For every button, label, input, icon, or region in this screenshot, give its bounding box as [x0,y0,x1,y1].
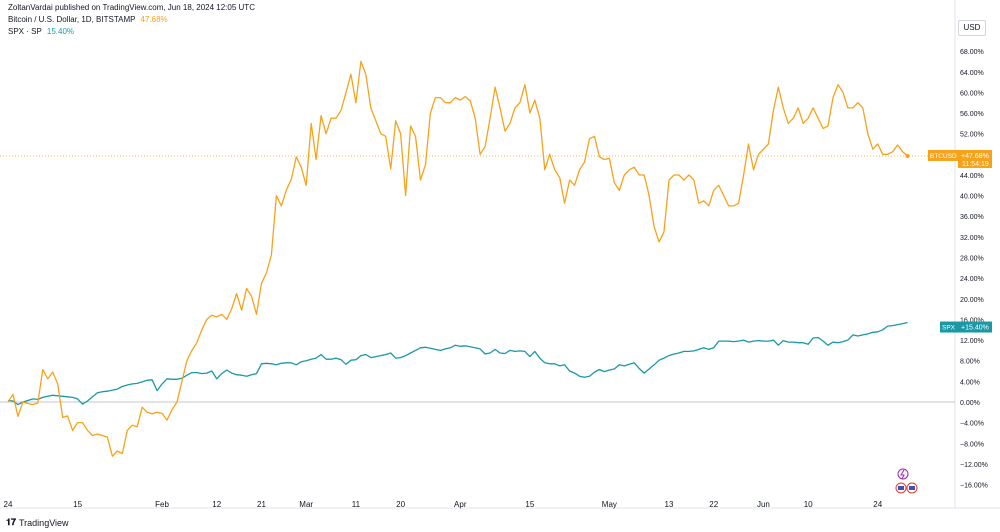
y-tick-label: −8.00% [960,441,984,448]
x-tick-label: 21 [257,500,266,509]
tradingview-footer[interactable]: 𝟏𝟕 TradingView [6,517,69,528]
y-tick-label: 4.00% [960,379,980,386]
legend-spx-value: 15.40% [46,27,75,36]
legend-btc-label: Bitcoin / U.S. Dollar, 1D, BITSTAMP [8,15,136,24]
chart-legend: ZoltanVardai published on TradingView.co… [8,2,255,38]
x-tick-label: 24 [873,500,882,509]
flag-glyph-icon [909,486,915,490]
x-tick-label: 22 [709,500,718,509]
btc-price-badge: BTCUSD +47.68%11:54:19 [928,149,992,168]
btc-last-point [905,153,910,158]
y-tick-label: −12.00% [960,462,988,469]
legend-spx-label: SPX · SP [8,27,42,36]
x-tick-label: Jun [757,500,770,509]
y-tick-label: 52.00% [960,132,984,139]
y-tick-label: 56.00% [960,111,984,118]
y-tick-label: 36.00% [960,214,984,221]
y-tick-label: 8.00% [960,359,980,366]
y-tick-label: 28.00% [960,256,984,263]
spx-series-line[interactable] [7,321,908,406]
y-tick-label: 24.00% [960,276,984,283]
x-tick-label: May [602,500,617,509]
y-tick-label: 12.00% [960,338,984,345]
x-tick-label: 13 [665,500,674,509]
x-tick-label: 15 [525,500,534,509]
y-tick-label: 0.00% [960,400,980,407]
event-lightning-icon[interactable] [897,468,909,480]
y-tick-label: 64.00% [960,70,984,77]
y-tick-label: −4.00% [960,421,984,428]
y-tick-label: 40.00% [960,194,984,201]
x-tick-label: 12 [212,500,221,509]
btc-series-line[interactable] [7,60,909,457]
spx-price-badge: SPX +15.40% [940,321,992,333]
y-tick-label: 68.00% [960,49,984,56]
legend-btc[interactable]: Bitcoin / U.S. Dollar, 1D, BITSTAMP 47.6… [8,14,255,26]
y-tick-label: 20.00% [960,297,984,304]
y-tick-label: 32.00% [960,235,984,242]
legend-btc-value: 47.68% [140,15,168,24]
x-tick-label: 24 [4,500,13,509]
x-tick-label: 11 [352,500,361,509]
tradingview-brand: TradingView [19,517,69,528]
publisher-line: ZoltanVardai published on TradingView.co… [8,3,255,12]
y-tick-label: 60.00% [960,90,984,97]
spx-pct-badge: +15.40% [961,325,989,332]
x-tick-label: Apr [454,500,467,509]
x-tick-label: 20 [396,500,405,509]
x-tick-label: 10 [804,500,813,509]
y-tick-label: 44.00% [960,173,984,180]
spx-symbol-badge: SPX [942,325,956,332]
btc-timer-badge: 11:54:19 [962,161,989,168]
btc-symbol-badge: BTCUSD [930,153,957,160]
x-tick-label: Mar [299,500,313,509]
btc-pct-badge: +47.68% [961,153,989,160]
currency-button[interactable]: USD [958,20,986,36]
tradingview-logo-icon: 𝟏𝟕 [6,517,17,527]
y-tick-label: 16.00% [960,317,984,324]
flag-glyph-icon [898,486,904,490]
legend-spx[interactable]: SPX · SP 15.40% [8,26,255,38]
lightning-glyph-icon [900,469,905,480]
x-tick-label: 15 [73,500,82,509]
y-tick-label: −16.00% [960,483,988,490]
x-tick-label: Feb [155,500,169,509]
